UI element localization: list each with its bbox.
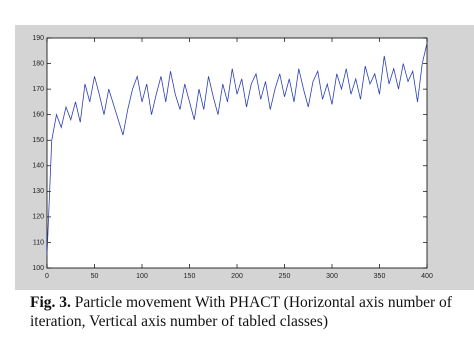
y-tick-label: 170 <box>32 86 44 93</box>
y-tick-label: 180 <box>32 60 44 67</box>
y-tick-label: 190 <box>32 35 44 42</box>
y-tick-label: 150 <box>32 137 44 144</box>
x-tick-label: 50 <box>91 273 99 280</box>
x-tick-label: 400 <box>421 273 433 280</box>
caption-text: Particle movement With PHACT (Horizontal… <box>30 294 452 330</box>
plot-area <box>46 37 428 269</box>
y-tick-label: 110 <box>33 239 44 246</box>
y-tick-label: 120 <box>32 214 44 221</box>
x-tick-label: 0 <box>45 273 49 280</box>
caption: Fig. 3. Particle movement With PHACT (Ho… <box>30 293 470 331</box>
chart: 100 110 120 130 140 150 160 170 180 190 0 50 100 150 2… <box>15 25 474 290</box>
x-tick-label: 150 <box>184 273 196 280</box>
caption-label: Fig. 3. <box>30 294 71 311</box>
y-tick-label: 130 <box>32 188 44 195</box>
x-tick-label: 250 <box>279 273 291 280</box>
x-tick-label: 300 <box>326 273 338 280</box>
y-tick-label: 100 <box>32 265 44 272</box>
x-tick-label: 100 <box>136 273 148 280</box>
y-tick-label: 160 <box>32 112 44 119</box>
x-tick-label: 200 <box>231 273 243 280</box>
x-tick-label: 350 <box>374 273 386 280</box>
data-line <box>46 43 428 256</box>
y-tick-label: 140 <box>32 163 44 170</box>
